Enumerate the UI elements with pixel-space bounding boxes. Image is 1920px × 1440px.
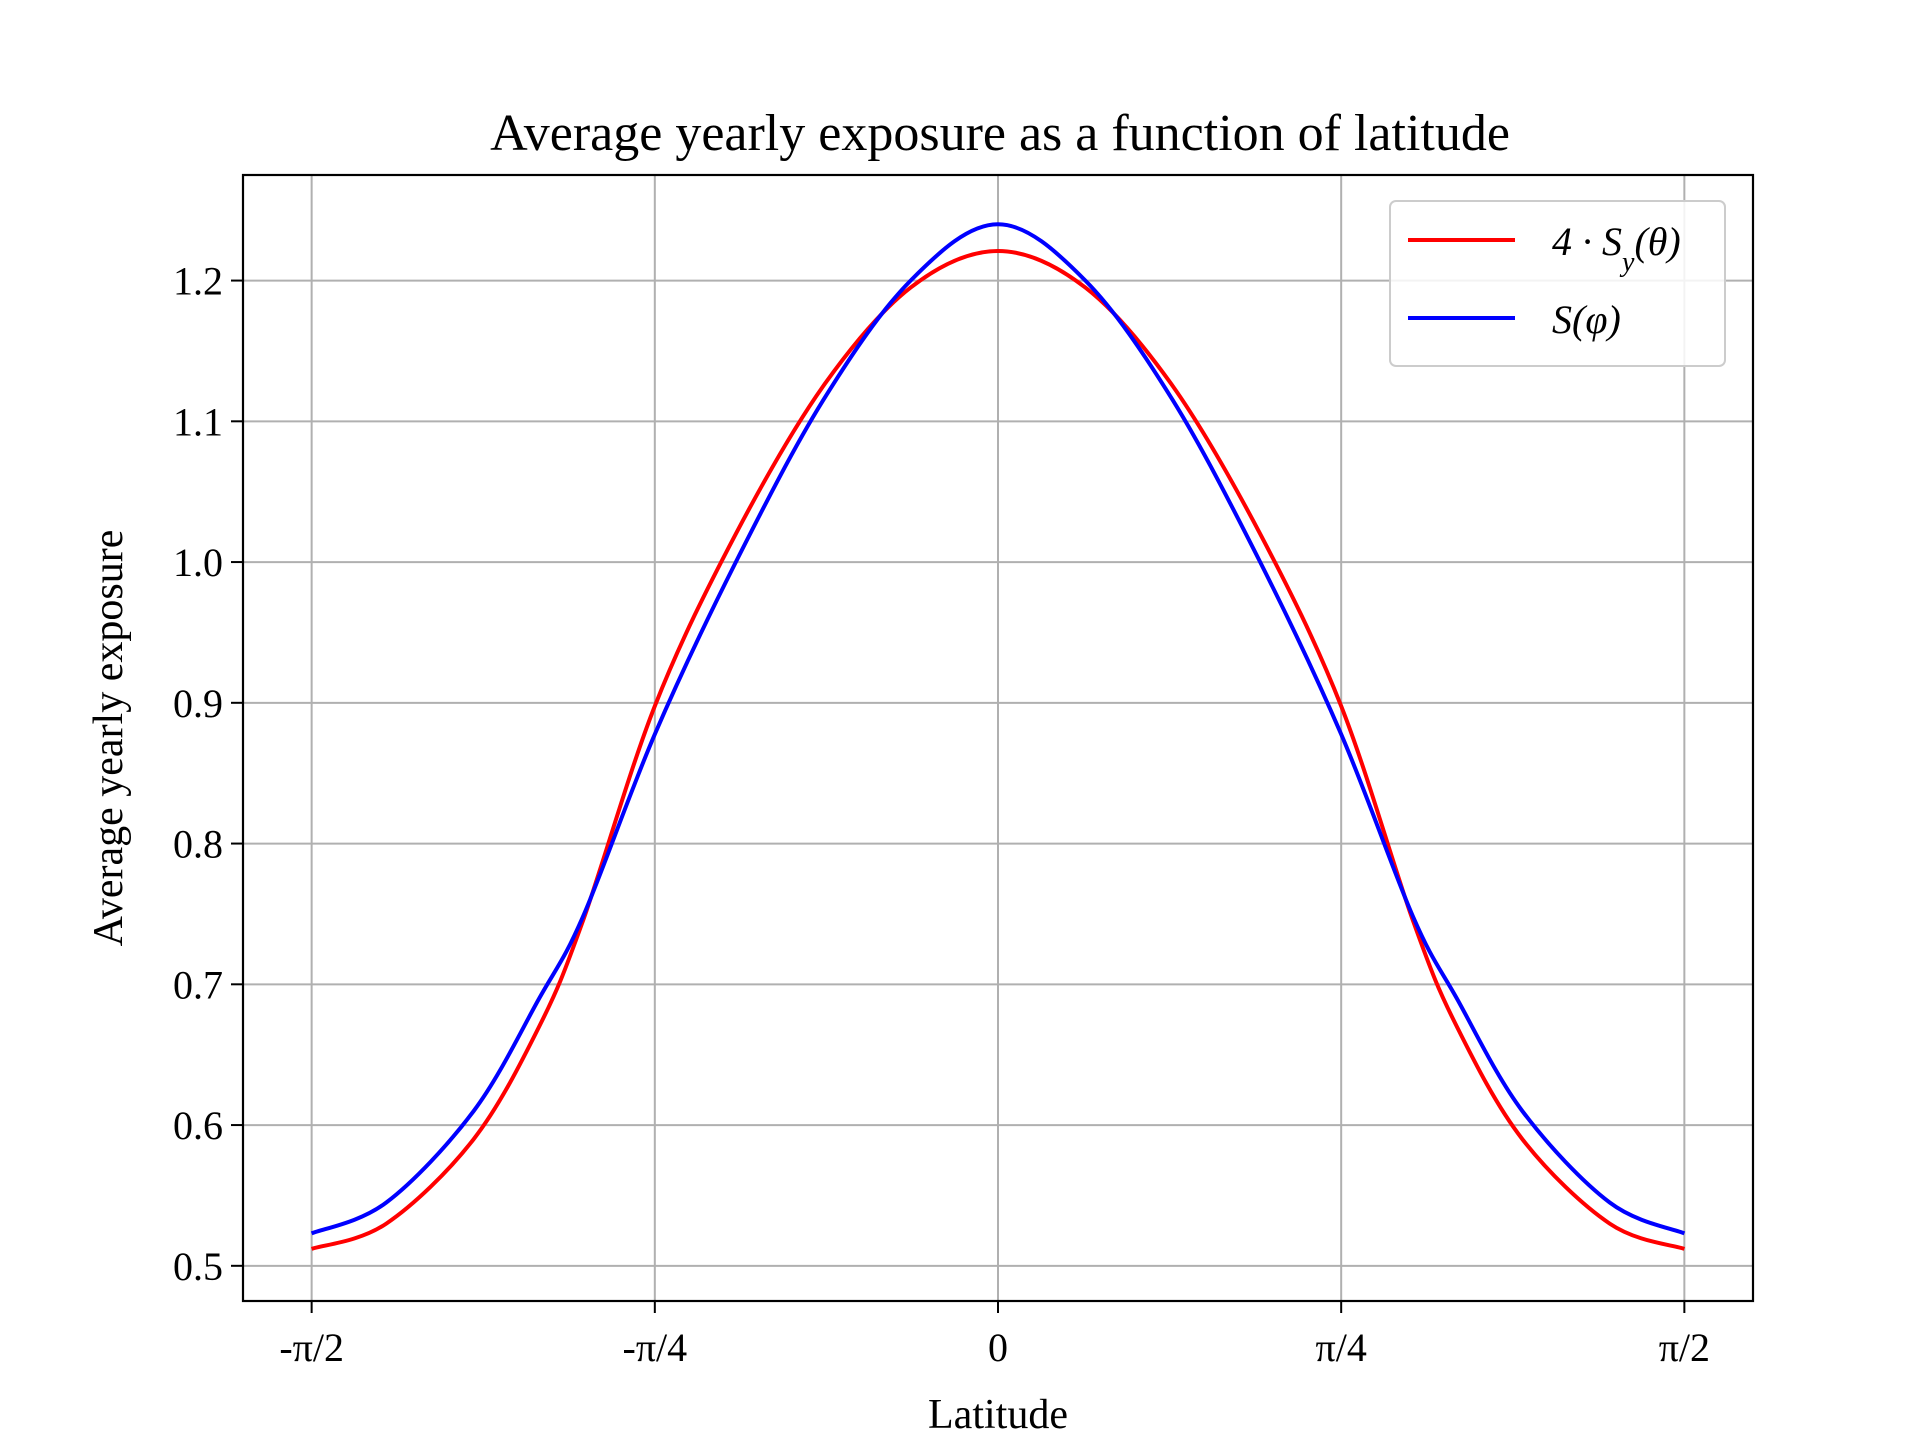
- legend-box: [1389, 200, 1726, 367]
- series-line-0: [310, 249, 1686, 1251]
- y-tick-label: 0.5: [173, 1244, 223, 1289]
- series-layer: [310, 222, 1686, 1251]
- y-tick-label: 1.2: [173, 259, 223, 304]
- x-tick-label: π/4: [1316, 1325, 1367, 1370]
- x-axis-label: Latitude: [928, 1392, 1068, 1438]
- y-tick-label: 1.0: [173, 540, 223, 585]
- x-tick-label: -π/4: [623, 1325, 688, 1370]
- chart-title: Average yearly exposure as a function of…: [490, 105, 1510, 162]
- x-tick-label: π/2: [1659, 1325, 1710, 1370]
- y-axis-label: Average yearly exposure: [86, 530, 132, 947]
- y-tick-label: 0.6: [173, 1103, 223, 1148]
- x-tick-label: 0: [988, 1325, 1008, 1370]
- ticks: -π/2 -π/4 0 π/4 π/2 0.5 0.6 0.7 0.8 0.9 1.0 1.1 1.2: [173, 259, 1710, 1370]
- legend: 4 · Sy(θ) S(φ): [1389, 200, 1726, 367]
- y-tick-label: 0.8: [173, 822, 223, 867]
- y-tick-label: 1.1: [173, 399, 223, 444]
- legend-label-0: 4 · Sy(θ): [1552, 219, 1681, 278]
- x-tick-label: -π/2: [279, 1325, 344, 1370]
- legend-label-1: S(φ): [1552, 297, 1621, 342]
- series-line-1: [310, 222, 1686, 1236]
- plot-frame: [241, 173, 1755, 1303]
- y-tick-label: 0.7: [173, 962, 223, 1007]
- y-tick-label: 0.9: [173, 681, 223, 726]
